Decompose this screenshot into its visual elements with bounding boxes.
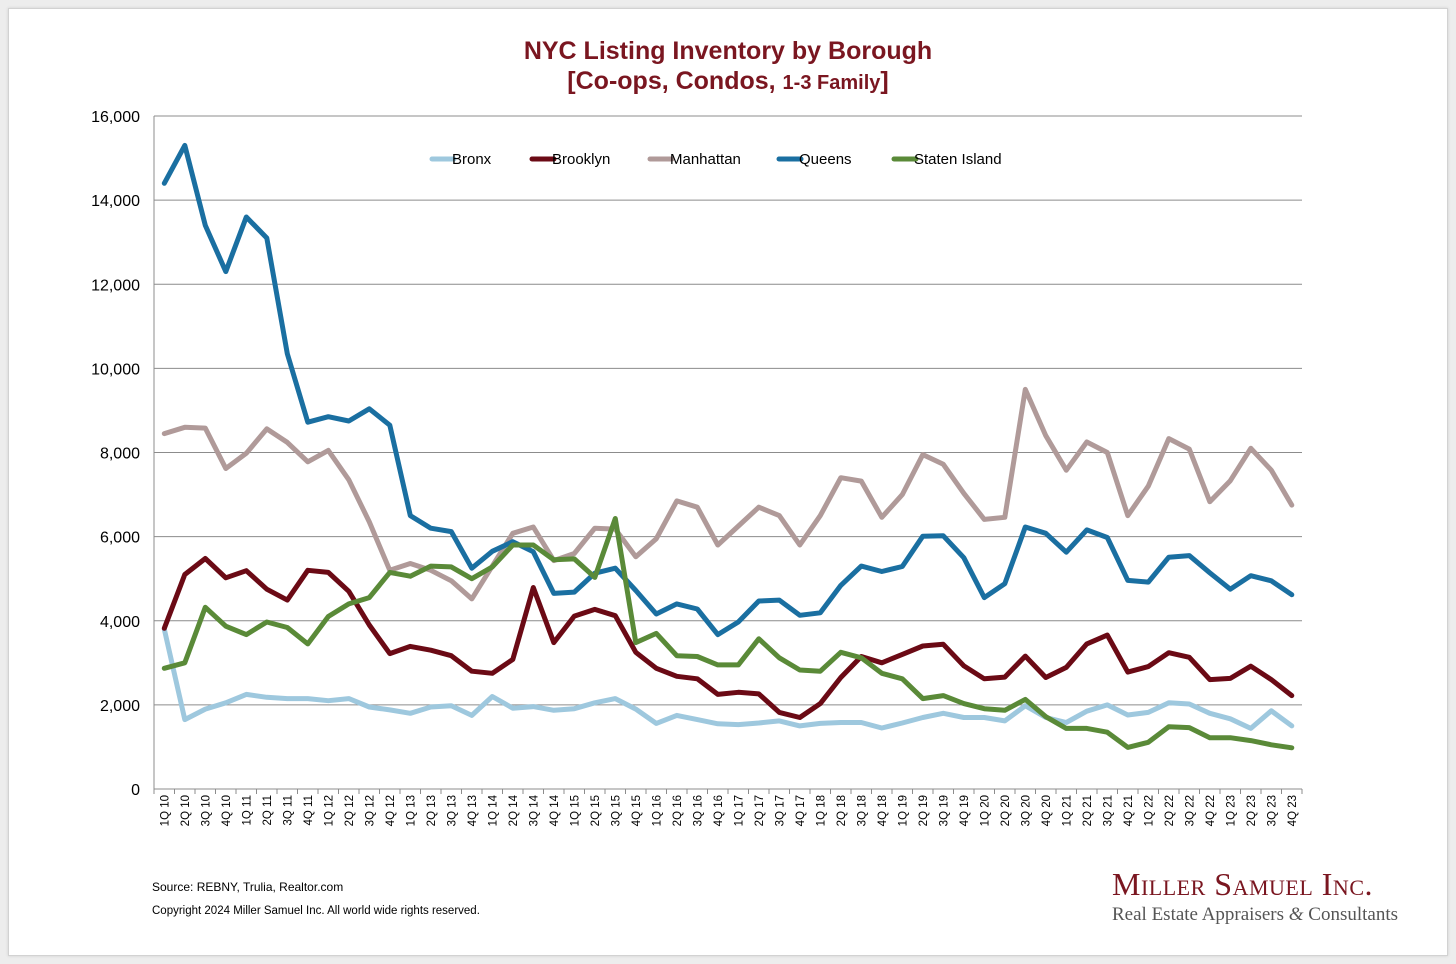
x-tick-label: 1Q 16 bbox=[651, 795, 663, 826]
x-tick-label: 4Q 14 bbox=[549, 794, 561, 826]
logo-name: Miller Samuel Inc. bbox=[1112, 866, 1373, 902]
chart-subtitle-prefix: [Co-ops, Condos, bbox=[567, 67, 783, 95]
y-tick-label: 0 bbox=[131, 782, 140, 799]
x-tick-label: 3Q 10 bbox=[200, 795, 212, 826]
company-logo: Miller Samuel Inc. Real Estate Appraiser… bbox=[1112, 866, 1412, 928]
y-tick-label: 16,000 bbox=[91, 109, 140, 126]
x-tick-label: 2Q 10 bbox=[180, 795, 192, 826]
y-tick-label: 14,000 bbox=[91, 193, 140, 210]
x-tick-label: 2Q 13 bbox=[426, 795, 438, 826]
x-tick-label: 1Q 19 bbox=[897, 795, 909, 826]
x-tick-label: 2Q 18 bbox=[836, 795, 848, 826]
x-tick-label: 3Q 20 bbox=[1020, 795, 1032, 826]
logo-tagline-part1: Real Estate Appraisers bbox=[1112, 904, 1289, 925]
x-tick-label: 3Q 21 bbox=[1102, 795, 1114, 826]
y-tick-label: 6,000 bbox=[100, 530, 140, 547]
x-tick-label: 4Q 15 bbox=[631, 795, 643, 826]
series-line-bronx bbox=[161, 626, 1295, 731]
logo-tagline-part2: Consultants bbox=[1303, 904, 1399, 925]
x-tick-label: 1Q 10 bbox=[159, 795, 171, 826]
y-tick-label: 2,000 bbox=[100, 698, 140, 715]
x-tick-label: 1Q 17 bbox=[733, 795, 745, 826]
y-tick-label: 12,000 bbox=[91, 277, 140, 294]
x-tick-label: 1Q 20 bbox=[979, 795, 991, 826]
x-tick-label: 1Q 21 bbox=[1061, 795, 1073, 826]
x-tick-label: 2Q 23 bbox=[1246, 795, 1258, 826]
x-tick-label: 1Q 13 bbox=[405, 795, 417, 826]
legend-label: Queens bbox=[799, 151, 852, 168]
x-tick-label: 1Q 14 bbox=[487, 794, 499, 826]
series-line-brooklyn bbox=[161, 556, 1295, 720]
chart-subtitle-small: 1-3 Family bbox=[782, 72, 881, 94]
y-tick-label: 8,000 bbox=[100, 446, 140, 463]
x-tick-label: 2Q 21 bbox=[1082, 795, 1094, 826]
x-tick-label: 3Q 14 bbox=[528, 794, 540, 826]
source-note: Source: REBNY, Trulia, Realtor.com bbox=[152, 880, 344, 894]
x-tick-label: 2Q 14 bbox=[508, 794, 520, 826]
y-tick-label: 4,000 bbox=[100, 614, 140, 631]
x-tick-label: 4Q 21 bbox=[1123, 795, 1135, 826]
x-tick-label: 4Q 10 bbox=[221, 795, 233, 826]
x-tick-label: 1Q 11 bbox=[241, 795, 253, 825]
chart-title: NYC Listing Inventory by Borough [Co-ops… bbox=[0, 36, 1456, 98]
x-tick-label: 3Q 22 bbox=[1184, 795, 1196, 826]
x-tick-label: 3Q 15 bbox=[610, 795, 622, 826]
x-tick-label: 4Q 12 bbox=[385, 795, 397, 826]
legend-label: Staten Island bbox=[914, 151, 1002, 168]
chart-subtitle: [Co-ops, Condos, 1-3 Family] bbox=[0, 66, 1456, 98]
series-line-manhattan bbox=[161, 386, 1295, 602]
x-tick-label: 1Q 22 bbox=[1143, 795, 1155, 826]
x-tick-label: 1Q 15 bbox=[569, 795, 581, 826]
copyright-note: Copyright 2024 Miller Samuel Inc. All wo… bbox=[152, 905, 480, 917]
x-tick-label: 3Q 18 bbox=[856, 795, 868, 826]
chart-title-main: NYC Listing Inventory by Borough bbox=[523, 37, 933, 65]
legend-label: Brooklyn bbox=[552, 151, 610, 168]
legend-label: Manhattan bbox=[670, 151, 741, 168]
x-tick-label: 1Q 23 bbox=[1225, 795, 1237, 826]
chart-subtitle-suffix: ] bbox=[880, 67, 889, 95]
legend-label: Bronx bbox=[452, 151, 492, 168]
x-tick-label: 4Q 13 bbox=[467, 795, 479, 826]
x-tick-label: 3Q 19 bbox=[938, 795, 950, 826]
x-tick-label: 3Q 17 bbox=[774, 795, 786, 826]
x-tick-label: 2Q 17 bbox=[754, 795, 766, 826]
x-tick-label: 3Q 13 bbox=[446, 795, 458, 826]
x-tick-label: 2Q 20 bbox=[1000, 795, 1012, 826]
x-tick-label: 2Q 19 bbox=[918, 795, 930, 826]
x-tick-label: 1Q 18 bbox=[815, 795, 827, 826]
logo-tagline: Real Estate Appraisers & Consultants bbox=[1112, 902, 1412, 928]
x-tick-label: 4Q 19 bbox=[959, 795, 971, 826]
x-tick-label: 2Q 11 bbox=[262, 795, 274, 825]
x-tick-label: 4Q 11 bbox=[303, 795, 315, 825]
x-tick-label: 4Q 23 bbox=[1287, 795, 1299, 826]
x-tick-label: 3Q 12 bbox=[364, 795, 376, 826]
x-tick-label: 3Q 11 bbox=[282, 795, 294, 825]
x-tick-label: 1Q 12 bbox=[323, 795, 335, 826]
series-line-queens bbox=[161, 142, 1295, 638]
series-line-staten-island bbox=[161, 516, 1295, 751]
x-tick-label: 2Q 16 bbox=[672, 795, 684, 826]
y-tick-label: 10,000 bbox=[91, 361, 140, 378]
x-tick-label: 2Q 22 bbox=[1164, 795, 1176, 826]
x-tick-label: 4Q 22 bbox=[1205, 795, 1217, 826]
x-tick-label: 4Q 18 bbox=[877, 795, 889, 826]
x-tick-label: 3Q 23 bbox=[1266, 795, 1278, 826]
logo-tagline-amp: & bbox=[1288, 904, 1304, 925]
chart-frame bbox=[8, 8, 1448, 956]
x-tick-label: 4Q 16 bbox=[713, 795, 725, 826]
x-tick-label: 4Q 20 bbox=[1041, 795, 1053, 826]
x-tick-label: 4Q 17 bbox=[795, 795, 807, 826]
x-tick-label: 3Q 16 bbox=[692, 795, 704, 826]
x-tick-label: 2Q 15 bbox=[590, 795, 602, 826]
x-tick-label: 2Q 12 bbox=[344, 795, 356, 826]
